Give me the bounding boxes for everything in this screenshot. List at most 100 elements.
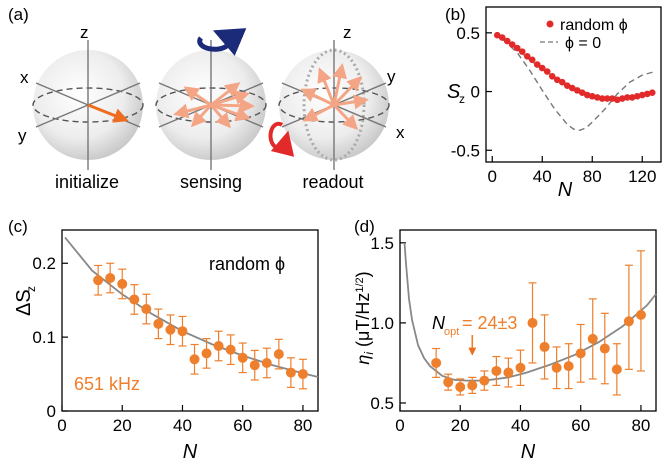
y-axis-label-main: S — [447, 81, 461, 103]
y-axis-label: ηi (μT/Hz1/2) — [353, 271, 376, 364]
rotated-vectors — [300, 63, 369, 131]
x-tick-label: 80 — [631, 416, 650, 435]
z-axis-label: z — [343, 23, 352, 42]
x-axis-label: x — [20, 68, 29, 87]
data-point — [533, 61, 541, 68]
data-point — [573, 87, 581, 94]
plot-frame — [61, 229, 319, 412]
data-point — [105, 273, 116, 284]
x-tick-label: 40 — [173, 416, 192, 435]
data-point — [513, 44, 521, 52]
legend-marker-random — [546, 20, 554, 28]
data-point — [498, 34, 506, 41]
sphere-readout: z y x readout — [268, 23, 405, 192]
data-points — [431, 250, 646, 396]
x-tick-label: 80 — [583, 167, 602, 186]
x-axis-label: N — [183, 441, 198, 463]
data-point — [628, 94, 636, 101]
data-point — [551, 362, 562, 373]
y-axis-label-sub: z — [459, 92, 465, 106]
data-point — [129, 294, 140, 305]
data-point — [603, 95, 611, 102]
caption-sensing: sensing — [180, 172, 242, 192]
data-point — [141, 304, 152, 315]
data-point — [493, 31, 501, 39]
data-point — [523, 53, 531, 60]
y-axis-label-main: ΔS — [13, 289, 35, 316]
spin-vector — [87, 103, 129, 123]
data-point — [503, 37, 511, 45]
tick-marks: 0 40 80 120 -0.5 0 0.5 — [451, 24, 657, 186]
data-point — [643, 90, 651, 98]
data-point — [237, 352, 248, 363]
y-tick-label: -0.5 — [451, 141, 480, 160]
x-tick-label: 40 — [533, 167, 552, 186]
data-point — [479, 375, 490, 386]
data-point — [618, 95, 626, 102]
dephased-vectors — [173, 82, 255, 129]
panel-c: (c) 0 20 40 60 80 0 0.1 0.2 random ϕ 651 kHz ΔS… — [8, 217, 319, 463]
x-axis-label: x — [396, 123, 405, 142]
data-point — [273, 349, 284, 360]
data-point — [515, 362, 526, 373]
caption-readout: readout — [302, 172, 363, 192]
x-tick-label: 120 — [628, 167, 656, 186]
data-point — [648, 89, 656, 97]
panel-b-label: (b) — [445, 5, 466, 24]
data-point — [491, 365, 502, 376]
sphere-sensing: sensing — [155, 28, 267, 192]
data-point — [528, 56, 536, 64]
data-point — [635, 309, 646, 320]
x-tick-label: 60 — [233, 416, 252, 435]
y-axis-label: S z — [447, 81, 465, 106]
y-tick-label: 1.5 — [370, 234, 394, 253]
data-point — [117, 278, 128, 289]
tick-marks: 0 20 40 60 80 0.5 1.0 1.5 — [370, 234, 650, 435]
fit-curve — [403, 242, 657, 382]
x-axis-label: N — [521, 441, 536, 463]
x-tick-label: 80 — [293, 416, 312, 435]
y-axis-label: ΔS z — [13, 286, 38, 316]
x-axis-label: N — [558, 179, 573, 201]
x-tick-label: 0 — [488, 167, 497, 186]
plot-frame — [485, 6, 662, 163]
data-point — [558, 78, 566, 86]
data-point — [443, 377, 454, 388]
y-tick-label: 0.2 — [32, 254, 56, 273]
data-points — [493, 31, 656, 104]
data-point — [548, 72, 556, 80]
panel-a-label: (a) — [8, 5, 29, 24]
data-point — [285, 367, 296, 378]
data-point — [623, 316, 634, 327]
data-point — [575, 348, 586, 359]
x-tick-label: 20 — [451, 416, 470, 435]
y-axis-label: y — [18, 126, 27, 145]
data-point — [587, 333, 598, 344]
legend-phi-zero: ϕ = 0 — [565, 35, 601, 52]
data-point — [261, 357, 272, 368]
legend-random-phi: random ϕ — [560, 17, 628, 34]
y-axis-label-sub: z — [24, 286, 38, 292]
data-point — [568, 84, 576, 92]
data-point — [608, 95, 616, 102]
nopt-label-sub: opt — [444, 326, 459, 338]
y-tick-label: 0.1 — [32, 328, 56, 347]
data-point — [583, 91, 591, 99]
z-axis-label: z — [80, 23, 89, 42]
data-point — [297, 369, 308, 380]
data-point — [563, 361, 574, 372]
data-point — [508, 41, 516, 48]
x-tick-label: 40 — [511, 416, 530, 435]
y-tick-label: 0 — [471, 83, 480, 102]
x-tick-label: 60 — [571, 416, 590, 435]
data-point — [563, 82, 571, 89]
data-point — [177, 326, 188, 337]
panel-b: (b) 0 40 80 120-0.500.5 random ϕ ϕ = 0 S z … — [445, 5, 662, 201]
y-axis-label: y — [387, 67, 396, 86]
data-point — [249, 360, 260, 371]
caption-initialize: initialize — [55, 172, 119, 192]
tick-marks: 0 20 40 60 80 0 0.1 0.2 — [32, 254, 312, 435]
nopt-value: = 24±3 — [462, 313, 517, 333]
rotation-arrow-icon — [268, 121, 295, 157]
